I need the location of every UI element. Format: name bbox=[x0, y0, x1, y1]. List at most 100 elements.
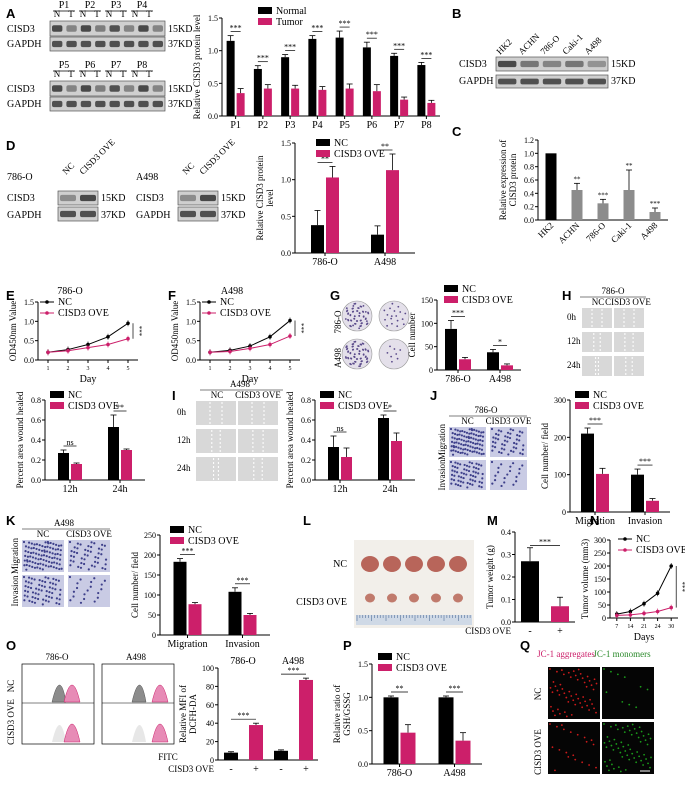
panel-O-title: A498 bbox=[126, 652, 146, 662]
chart-G-ytick-label: 0 bbox=[429, 366, 433, 375]
panel-A-gapdh-band bbox=[95, 100, 106, 108]
chart-N-ytick-label: 100 bbox=[594, 588, 606, 597]
transwell-cell bbox=[500, 484, 503, 488]
panel-B-gapdh-band bbox=[520, 78, 539, 85]
transwell-cell bbox=[47, 560, 51, 563]
panel-A-cisd3-band bbox=[138, 25, 149, 32]
chart-G-bar bbox=[487, 352, 499, 370]
panel-Q-row-label: NC bbox=[533, 688, 543, 701]
transwell-cell bbox=[103, 544, 106, 547]
fluorescence-signal bbox=[554, 769, 556, 772]
transwell-cell bbox=[27, 581, 30, 584]
fluorescence-signal bbox=[619, 751, 622, 754]
transwell-cell bbox=[518, 467, 521, 471]
transwell-cell bbox=[31, 556, 35, 559]
colony-dot bbox=[361, 310, 364, 313]
chart-N-ytick-label: 200 bbox=[594, 562, 606, 571]
transwell-cell bbox=[459, 451, 462, 455]
fluorescence-signal bbox=[581, 706, 584, 709]
fluorescence-signal bbox=[621, 726, 624, 729]
fluorescence-signal bbox=[631, 752, 634, 755]
chart-C-ytick-label: 1.0 bbox=[524, 149, 534, 158]
chart-G-ytick-label: 100 bbox=[421, 319, 433, 328]
fluorescence-signal bbox=[558, 712, 561, 715]
chart-J2-ytick-label: 200 bbox=[554, 433, 566, 442]
transwell-cell bbox=[86, 589, 89, 592]
flow-histogram-nc-ghost bbox=[132, 725, 146, 742]
panel-K-row-label: Invasion bbox=[10, 575, 20, 606]
chart-C-bar bbox=[545, 153, 557, 220]
transwell-cell bbox=[100, 583, 103, 586]
chart-J2-sig-label: *** bbox=[589, 416, 601, 425]
chart-A-category-label: P4 bbox=[312, 120, 323, 131]
transwell-cell bbox=[506, 431, 510, 434]
chart-E-ytick-label: 1.5 bbox=[24, 298, 34, 307]
transwell-cell bbox=[97, 552, 100, 555]
colony-dot bbox=[402, 323, 405, 326]
transwell-cell bbox=[40, 549, 44, 552]
transwell-cell bbox=[461, 451, 464, 454]
chart-N-ytick-label: 0 bbox=[602, 614, 606, 623]
panel-B-size-label: 37KD bbox=[611, 76, 635, 87]
panel-I-col-label: CISD3 OVE bbox=[235, 390, 281, 400]
transwell-cell bbox=[452, 444, 455, 448]
chart-M-bar bbox=[521, 561, 539, 622]
colony-dot bbox=[364, 355, 367, 358]
chart-K2-sig-label: *** bbox=[237, 576, 249, 585]
chart-A-category-label: P6 bbox=[367, 120, 378, 131]
chart-H2-ytick-label: 0.2 bbox=[31, 456, 41, 465]
chart-F-xtick-label: 1 bbox=[209, 366, 212, 372]
panel-A-lane-label: N bbox=[80, 69, 87, 79]
chart-C-category-label: ACHN bbox=[556, 220, 581, 245]
chart-N-xlabel: Days bbox=[634, 632, 655, 643]
chart-F-ylabel: OD450nm Value bbox=[170, 301, 180, 362]
panel-A-lane-label: T bbox=[120, 9, 126, 19]
fluorescence-signal bbox=[551, 746, 554, 749]
chart-E-legend-label: NC bbox=[58, 297, 72, 308]
transwell-cell bbox=[459, 430, 462, 433]
panel-A-size-label: 15KD bbox=[168, 24, 192, 35]
transwell-cell bbox=[79, 566, 83, 569]
chart-D-ylabel: level bbox=[265, 189, 275, 207]
fluorescence-signal bbox=[570, 713, 573, 716]
transwell-cell bbox=[44, 580, 47, 584]
chart-C-category-label: HK2 bbox=[536, 220, 555, 239]
transwell-cell bbox=[38, 583, 41, 586]
transwell-cell bbox=[28, 564, 31, 568]
transwell-cell bbox=[477, 467, 480, 471]
transwell-cell bbox=[83, 553, 86, 556]
chart-E-ytick-label: 0.5 bbox=[24, 337, 34, 346]
ruler bbox=[356, 615, 472, 625]
fluorescence-signal bbox=[560, 669, 563, 671]
chart-C-category-label: A498 bbox=[638, 220, 660, 242]
colony-dot bbox=[351, 307, 354, 310]
fluorescence-signal bbox=[592, 688, 595, 691]
panel-A-cisd3-membrane bbox=[49, 20, 166, 37]
chart-O2-sig-label: *** bbox=[238, 711, 250, 720]
transwell-cell bbox=[56, 557, 59, 560]
colony-dot bbox=[360, 319, 362, 322]
transwell-cell bbox=[479, 439, 482, 442]
transwell-cell bbox=[39, 562, 42, 565]
panel-A-protein-label: GAPDH bbox=[7, 39, 41, 50]
chart-F-xlabel: Day bbox=[242, 374, 259, 385]
transwell-cell bbox=[466, 448, 469, 452]
chart-A-bar bbox=[390, 55, 399, 116]
colony-dot bbox=[347, 351, 349, 353]
transwell-cell bbox=[54, 553, 57, 556]
fluorescence-signal bbox=[613, 738, 616, 741]
wound-image bbox=[614, 308, 644, 328]
transwell-cell bbox=[23, 559, 26, 562]
transwell-cell bbox=[50, 596, 53, 599]
fluorescence-signal bbox=[563, 711, 566, 714]
transwell-cell bbox=[491, 449, 494, 452]
chart-M-bar bbox=[551, 606, 569, 622]
panel-J-col-label: CISD3 OVE bbox=[486, 416, 532, 426]
colony-dot bbox=[367, 311, 369, 314]
colony-dot bbox=[353, 315, 356, 318]
transwell-cell bbox=[476, 446, 479, 450]
transwell-cell bbox=[72, 590, 76, 593]
colony-dot bbox=[356, 358, 359, 360]
transwell-cell bbox=[73, 546, 76, 549]
transwell-cell bbox=[44, 541, 47, 544]
